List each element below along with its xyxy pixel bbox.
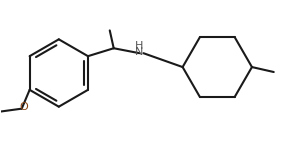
Text: N: N — [135, 47, 144, 57]
Text: H: H — [135, 41, 144, 51]
Text: O: O — [19, 102, 28, 112]
